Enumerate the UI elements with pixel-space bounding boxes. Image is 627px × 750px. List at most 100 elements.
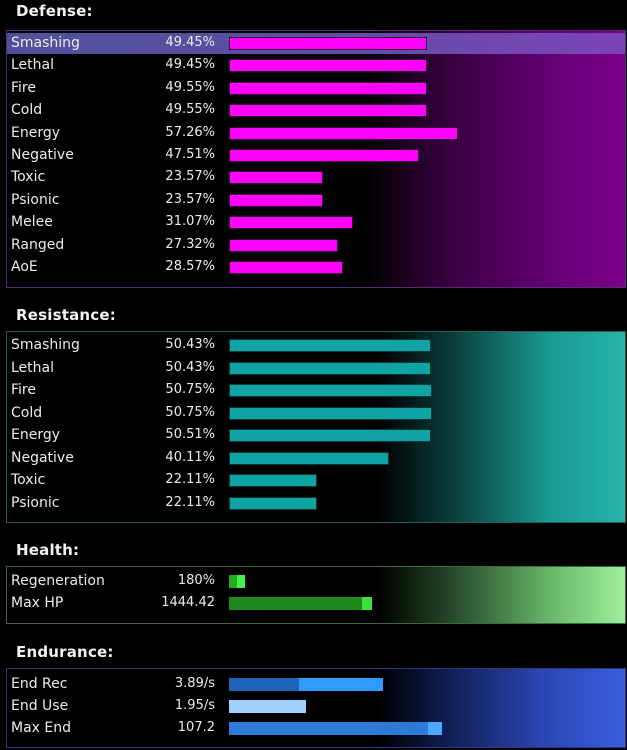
endurance-row-end-use: End Use 1.95/s	[7, 696, 625, 717]
row-label: AoE	[11, 259, 38, 275]
resistance-row-lethal[interactable]: Lethal 50.43%	[7, 358, 625, 379]
max-end-bar	[229, 722, 442, 735]
row-label: Energy	[11, 427, 61, 443]
row-value: 23.57%	[165, 191, 215, 207]
defense-bar	[229, 126, 458, 140]
row-label: Max HP	[11, 595, 64, 611]
row-value: 107.2	[177, 720, 215, 735]
row-label: Fire	[11, 382, 36, 398]
row-value: 180%	[177, 573, 215, 588]
defense-row-cold[interactable]: Cold 49.55%	[7, 100, 625, 121]
regeneration-bar	[229, 575, 245, 588]
row-label: End Use	[11, 698, 69, 714]
resistance-row-energy[interactable]: Energy 50.51%	[7, 425, 625, 446]
row-value: 50.51%	[165, 427, 215, 442]
row-value: 23.57%	[165, 169, 215, 185]
resistance-row-smashing[interactable]: Smashing 50.43%	[7, 335, 625, 356]
row-label: Lethal	[11, 359, 54, 376]
row-label: Cold	[11, 404, 43, 421]
defense-row-energy[interactable]: Energy 57.26%	[7, 123, 625, 144]
row-value: 50.75%	[165, 404, 215, 420]
defense-bar	[229, 149, 419, 162]
row-value: 47.51%	[165, 147, 215, 162]
defense-bar	[229, 216, 353, 230]
row-label: Max End	[11, 720, 71, 736]
defense-row-negative[interactable]: Negative 47.51%	[7, 145, 625, 166]
resistance-bar	[229, 361, 431, 375]
health-title: Health:	[16, 541, 80, 559]
resistance-row-cold[interactable]: Cold 50.75%	[7, 403, 625, 424]
resistance-panel: Smashing 50.43% Lethal 50.43% Fire 50.75% Cold…	[6, 331, 626, 523]
row-value: 27.32%	[165, 236, 215, 252]
resistance-title: Resistance:	[16, 306, 116, 324]
row-label: Cold	[11, 102, 43, 119]
defense-row-aoe[interactable]: AoE 28.57%	[7, 257, 625, 278]
row-label: Negative	[11, 147, 74, 163]
end-rec-bar	[229, 678, 383, 691]
row-label: Toxic	[11, 169, 46, 186]
defense-bar	[229, 37, 427, 50]
row-value: 50.75%	[165, 382, 215, 397]
defense-row-lethal[interactable]: Lethal 49.45%	[7, 55, 625, 76]
row-value: 1444.42	[161, 595, 215, 610]
resistance-bar	[229, 474, 317, 487]
defense-row-psionic[interactable]: Psionic 23.57%	[7, 190, 625, 211]
resistance-row-negative[interactable]: Negative 40.11%	[7, 448, 625, 469]
resistance-bar	[229, 384, 432, 397]
row-label: Psionic	[11, 494, 60, 511]
resistance-bar	[229, 406, 432, 420]
row-label: Ranged	[11, 236, 65, 253]
row-label: Energy	[11, 124, 61, 141]
row-label: Melee	[11, 214, 53, 231]
max-hp-bar	[229, 597, 372, 610]
end-use-bar	[229, 700, 306, 713]
resistance-bar	[229, 339, 431, 352]
defense-row-melee[interactable]: Melee 31.07%	[7, 212, 625, 233]
row-value: 49.55%	[165, 102, 215, 118]
row-label: Negative	[11, 449, 74, 466]
row-value: 28.57%	[165, 259, 215, 274]
resistance-row-toxic[interactable]: Toxic 22.11%	[7, 470, 625, 491]
resistance-row-psionic[interactable]: Psionic 22.11%	[7, 493, 625, 514]
row-label: Psionic	[11, 191, 60, 208]
row-value: 31.07%	[165, 214, 215, 230]
defense-bar	[229, 193, 323, 207]
row-label: Toxic	[11, 472, 46, 488]
endurance-row-max-end: Max End 107.2	[7, 718, 625, 739]
defense-bar	[229, 261, 343, 274]
resistance-bar	[229, 429, 431, 442]
row-label: Smashing	[11, 35, 80, 51]
resistance-row-fire[interactable]: Fire 50.75%	[7, 380, 625, 401]
endurance-row-end-rec: End Rec 3.89/s	[7, 674, 625, 695]
row-value: 3.89/s	[174, 676, 215, 691]
row-value: 49.45%	[165, 35, 215, 50]
row-value: 49.55%	[165, 79, 215, 95]
health-row-regeneration: Regeneration 180%	[7, 571, 625, 592]
row-value: 50.43%	[165, 337, 215, 352]
row-label: Lethal	[11, 57, 54, 74]
row-value: 57.26%	[165, 124, 215, 140]
row-label: End Rec	[11, 676, 68, 692]
defense-bar	[229, 104, 427, 118]
row-value: 1.95/s	[174, 698, 215, 713]
row-label: Smashing	[11, 337, 80, 353]
defense-bar	[229, 238, 338, 252]
row-value: 49.45%	[165, 57, 215, 73]
defense-row-smashing[interactable]: Smashing 49.45%	[7, 33, 625, 54]
row-value: 40.11%	[165, 449, 215, 465]
row-label: Fire	[11, 79, 36, 96]
defense-row-ranged[interactable]: Ranged 27.32%	[7, 235, 625, 256]
defense-row-fire[interactable]: Fire 49.55%	[7, 78, 625, 99]
resistance-bar	[229, 451, 389, 465]
row-value: 50.43%	[165, 359, 215, 375]
defense-bar	[229, 59, 427, 73]
health-panel: Regeneration 180% Max HP 1444.42	[6, 566, 626, 624]
endurance-title: Endurance:	[16, 643, 114, 661]
row-value: 22.11%	[165, 472, 215, 487]
defense-row-toxic[interactable]: Toxic 23.57%	[7, 167, 625, 188]
row-value: 22.11%	[165, 494, 215, 510]
health-row-max-hp: Max HP 1444.42	[7, 593, 625, 614]
defense-bar	[229, 81, 427, 95]
endurance-panel: End Rec 3.89/s End Use 1.95/s Max End 10…	[6, 668, 626, 748]
resistance-bar	[229, 496, 317, 510]
